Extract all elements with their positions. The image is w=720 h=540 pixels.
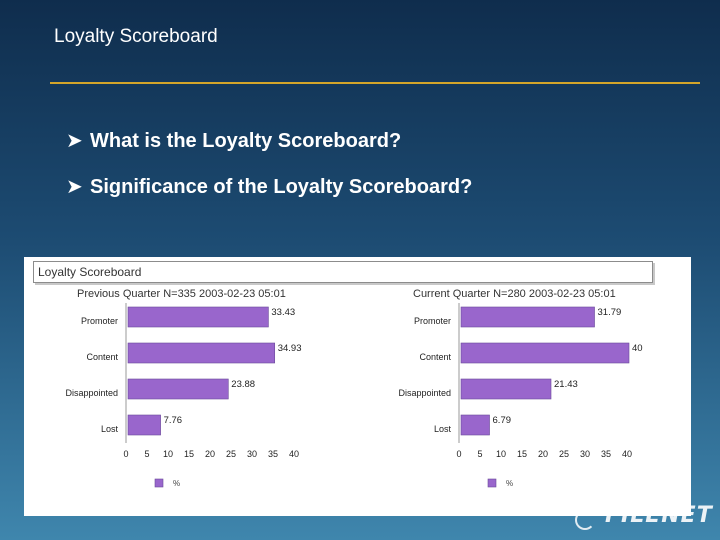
slide-title: Loyalty Scoreboard	[54, 26, 218, 47]
x-tick-label: 15	[517, 449, 527, 459]
x-tick-label: 25	[226, 449, 236, 459]
x-tick-label: 5	[477, 449, 482, 459]
legend-swatch	[154, 478, 164, 488]
x-tick-label: 35	[268, 449, 278, 459]
legend-label: %	[173, 479, 180, 488]
category-label: Content	[86, 352, 118, 362]
value-label: 33.43	[271, 307, 295, 318]
legend-label: %	[506, 479, 513, 488]
category-label: Content	[419, 352, 451, 362]
x-tick-label: 30	[247, 449, 257, 459]
charts-canvas: Previous Quarter N=335 2003-02-23 05:01 P…	[65, 288, 643, 488]
category-label: Lost	[101, 424, 119, 434]
bullet-significance: ➤ Significance of the Loyalty Scoreboard?	[66, 174, 472, 199]
x-tick-label: 20	[538, 449, 548, 459]
title-divider	[50, 82, 700, 84]
x-tick-label: 0	[123, 449, 128, 459]
x-tick-label: 20	[205, 449, 215, 459]
x-tick-label: 35	[601, 449, 611, 459]
filenet-logo: FILENET	[605, 503, 713, 528]
value-label: 31.79	[598, 307, 622, 318]
bullet-text: What is the Loyalty Scoreboard?	[90, 130, 402, 152]
arrow-bullet-icon: ➤	[66, 176, 83, 198]
x-tick-label: 10	[496, 449, 506, 459]
value-label: 34.93	[278, 343, 302, 354]
category-label: Promoter	[414, 316, 451, 326]
x-tick-label: 0	[456, 449, 461, 459]
value-label: 40	[632, 343, 643, 354]
x-tick-label: 5	[144, 449, 149, 459]
category-label: Promoter	[81, 316, 118, 326]
x-tick-label: 10	[163, 449, 173, 459]
bar	[127, 342, 276, 364]
bar	[460, 306, 595, 328]
bar	[460, 414, 490, 436]
bullet-text: Significance of the Loyalty Scoreboard?	[90, 176, 473, 198]
bullet-what-is: ➤ What is the Loyalty Scoreboard?	[66, 128, 401, 153]
x-tick-label: 30	[580, 449, 590, 459]
chart-title: Previous Quarter N=335 2003-02-23 05:01	[77, 288, 286, 300]
panel-header: Loyalty Scoreboard	[33, 261, 653, 283]
bar	[127, 414, 161, 436]
value-label: 21.43	[554, 379, 578, 390]
logo-mark-icon	[575, 510, 595, 530]
scoreboard-panel: Loyalty Scoreboard Previous Quarter N=33…	[24, 257, 691, 516]
arrow-bullet-icon: ➤	[66, 130, 83, 152]
legend-swatch	[487, 478, 497, 488]
bar	[127, 378, 229, 400]
bar	[460, 342, 630, 364]
x-tick-label: 40	[289, 449, 299, 459]
category-label: Disappointed	[65, 388, 118, 398]
x-tick-label: 25	[559, 449, 569, 459]
bar	[460, 378, 552, 400]
chart-title: Current Quarter N=280 2003-02-23 05:01	[413, 288, 616, 300]
category-label: Lost	[434, 424, 452, 434]
value-label: 6.79	[493, 415, 512, 426]
bar	[127, 306, 269, 328]
panel-header-label: Loyalty Scoreboard	[38, 265, 142, 279]
x-tick-label: 40	[622, 449, 632, 459]
category-label: Disappointed	[398, 388, 451, 398]
value-label: 7.76	[164, 415, 183, 426]
x-tick-label: 15	[184, 449, 194, 459]
value-label: 23.88	[231, 379, 255, 390]
